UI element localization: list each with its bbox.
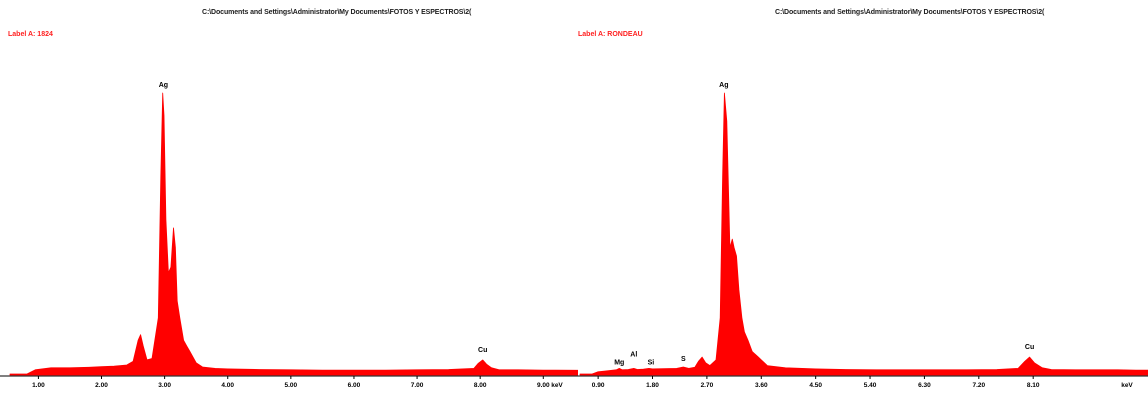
x-tick-label: 9.00 [537, 382, 550, 389]
spectrum-chart: 0.90 1.80 2.70 3.60 4.50 5.40 6.30 7.20 8.10 keV M… [570, 82, 1148, 389]
spectrum-area-series-0 [9, 92, 578, 376]
x-axis-label: keV [551, 382, 563, 389]
sample-label: Label A: RONDEAU [578, 31, 643, 38]
x-tick-label: 5.40 [864, 382, 877, 389]
x-tick-label: 4.00 [221, 382, 234, 389]
x-tick-label: 6.30 [918, 382, 931, 389]
x-tick-label: 0.90 [592, 382, 605, 389]
x-tick-label: 1.80 [646, 382, 659, 389]
x-tick-label: 5.00 [285, 382, 298, 389]
spectrum-panel-left: C:\Documents and Settings\Administrator\… [0, 9, 578, 389]
peak-label-ag: Ag [719, 82, 728, 89]
peak-label-cu: Cu [1025, 344, 1034, 351]
file-path-title: C:\Documents and Settings\Administrator\… [202, 9, 472, 16]
x-tick-label: 8.00 [474, 382, 487, 389]
peak-label-cu: Cu [478, 347, 487, 354]
x-tick-label: 6.00 [348, 382, 361, 389]
x-tick-label: 2.70 [701, 382, 714, 389]
x-tick-label: 4.50 [809, 382, 822, 389]
spectrum-chart: 1.00 2.00 3.00 4.00 5.00 6.00 7.00 8.00 9.00 keV A… [0, 82, 578, 389]
spectrum-panel-right: C:\Documents and Settings\Administrator\… [570, 0, 1148, 393]
spectrum-area-series-0 [579, 92, 1148, 376]
peak-label-mg: Mg [614, 359, 624, 366]
peak-label-ag: Ag [159, 82, 168, 89]
x-tick-label: 3.60 [755, 382, 768, 389]
sample-label: Label A: 1824 [8, 31, 53, 38]
peak-label-al: Al [630, 351, 637, 358]
x-tick-label: 7.20 [972, 382, 985, 389]
x-tick-label: 8.10 [1027, 382, 1040, 389]
peak-label-s: S [681, 356, 686, 363]
file-path-title: C:\Documents and Settings\Administrator\… [775, 9, 1045, 16]
x-tick-label: 1.00 [32, 382, 45, 389]
x-tick-label: 3.00 [158, 382, 171, 389]
peak-label-si: Si [648, 359, 655, 366]
x-tick-label: 7.00 [411, 382, 424, 389]
x-tick-label: 2.00 [95, 382, 108, 389]
x-axis-label: keV [1121, 382, 1133, 389]
